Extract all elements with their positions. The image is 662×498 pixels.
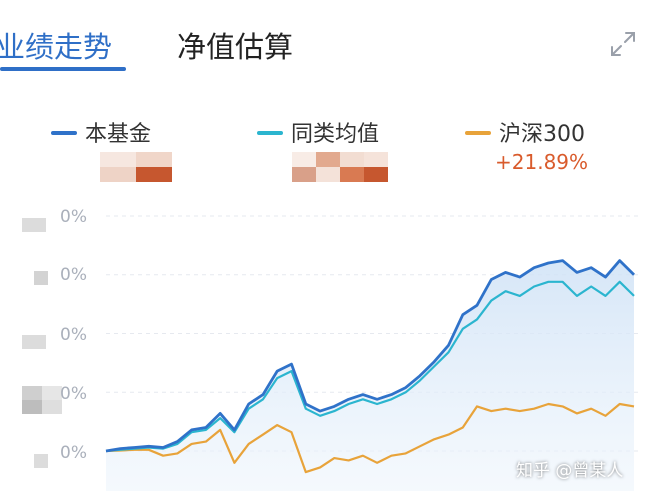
- ytick-label-5: 0%: [60, 443, 87, 463]
- tab-nav-estimate[interactable]: 净值估算: [177, 30, 294, 64]
- watermark: 知乎 @曾某人: [516, 461, 624, 481]
- fund-value-mosaic: [100, 152, 172, 182]
- legend-label-peer: 同类均值: [291, 122, 380, 147]
- ytick-label-4: 0%: [60, 384, 87, 404]
- ytick-label-2: 0%: [60, 265, 87, 285]
- legend-fund[interactable]: 本基金: [51, 116, 151, 148]
- legend-label-fund: 本基金: [85, 122, 152, 147]
- ytick-mosaic-2: [34, 271, 48, 285]
- ytick-mosaic-4: [22, 386, 62, 414]
- ytick-label-1: 0%: [60, 207, 87, 227]
- ytick-label-3: 0%: [60, 325, 87, 345]
- legend-swatch-fund: [51, 131, 77, 135]
- active-tab-indicator: [0, 67, 126, 71]
- legend-csi300[interactable]: 沪深300: [465, 116, 585, 148]
- fund-area-fill: [106, 260, 634, 491]
- peer-average-series-line: [105, 280, 635, 453]
- ytick-mosaic-5: [34, 454, 48, 468]
- legend-swatch-csi300: [465, 131, 491, 135]
- expand-arrows-icon[interactable]: [609, 30, 637, 58]
- ytick-mosaic-3: [22, 335, 46, 349]
- csi300-return-value: +21.89%: [495, 150, 589, 174]
- ytick-mosaic-1: [22, 218, 46, 232]
- legend-swatch-peer: [257, 131, 283, 135]
- csi300-series-line: [105, 402, 635, 474]
- legend-label-csi300: 沪深300: [499, 122, 585, 147]
- tab-performance[interactable]: 业绩走势: [0, 30, 113, 64]
- tab-bar: 业绩走势 净值估算: [0, 0, 662, 80]
- legend-peer-average[interactable]: 同类均值: [257, 116, 379, 148]
- fund-series-line: [105, 259, 635, 453]
- peer-value-mosaic: [292, 152, 388, 182]
